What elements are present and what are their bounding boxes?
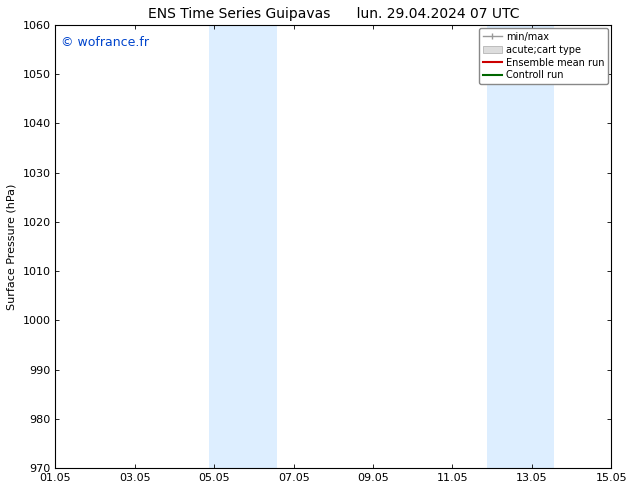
Bar	[486, 25, 555, 468]
Legend: min/max, acute;cart type, Ensemble mean run, Controll run: min/max, acute;cart type, Ensemble mean …	[479, 28, 609, 84]
Text: © wofrance.fr: © wofrance.fr	[61, 36, 149, 49]
Title: ENS Time Series Guipavas      lun. 29.04.2024 07 UTC: ENS Time Series Guipavas lun. 29.04.2024…	[148, 7, 519, 21]
Bar	[209, 25, 276, 468]
Y-axis label: Surface Pressure (hPa): Surface Pressure (hPa)	[7, 183, 17, 310]
